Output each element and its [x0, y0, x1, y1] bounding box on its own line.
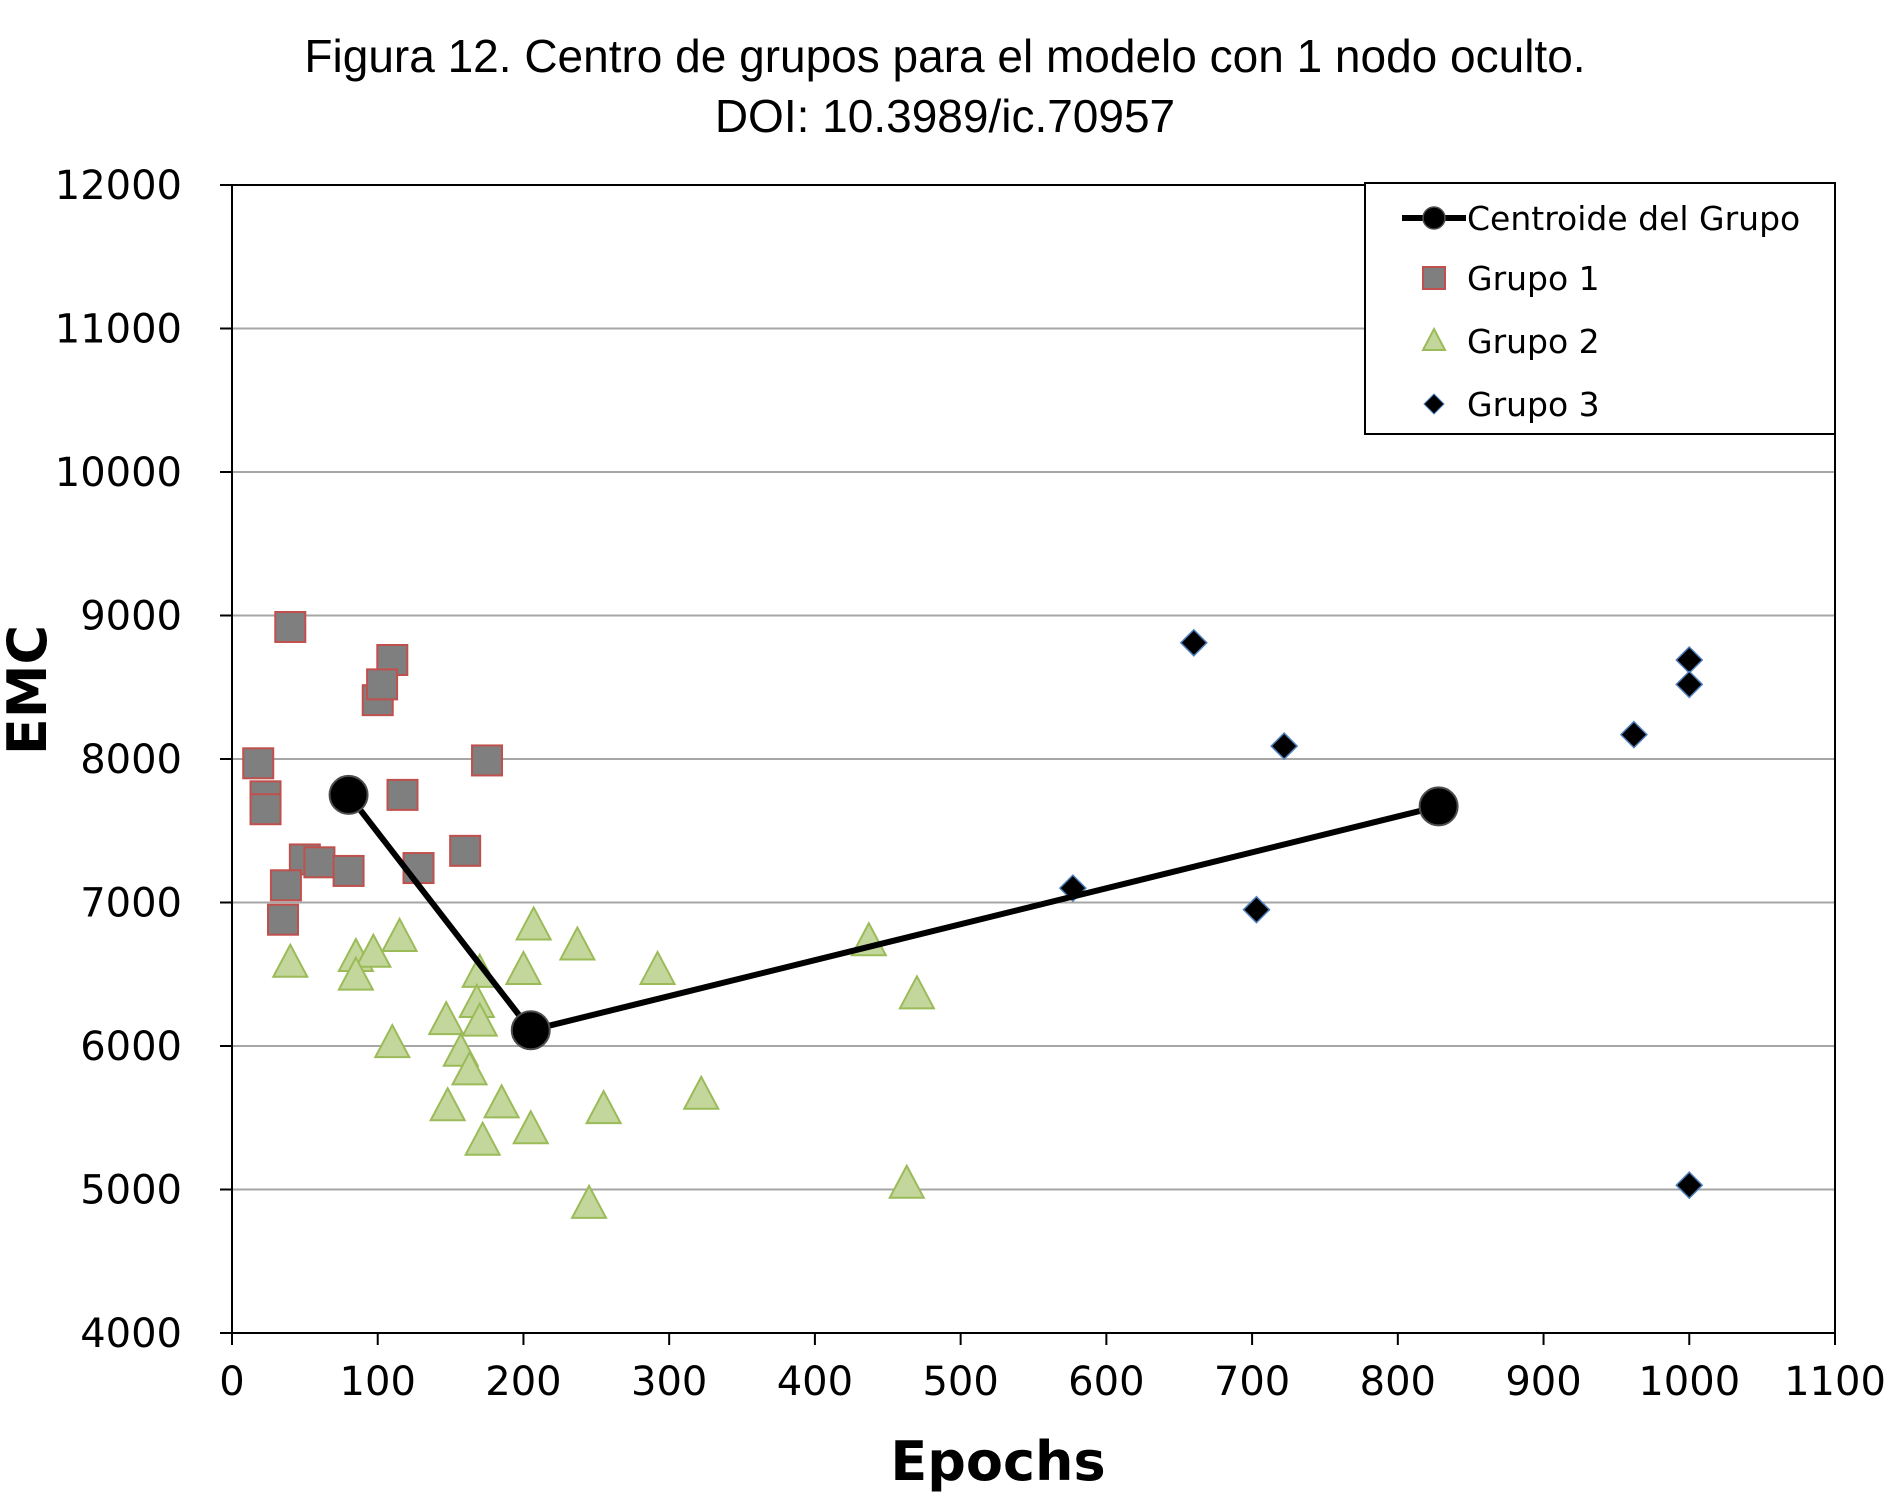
triangle-point — [558, 925, 597, 961]
triangle-point — [512, 1109, 550, 1145]
square-point — [471, 744, 504, 777]
triangle-point — [429, 1086, 467, 1122]
data-series — [242, 610, 1704, 1219]
y-tick-label: 8000 — [80, 737, 182, 783]
square-point — [366, 668, 399, 701]
legend-items: Centroide del Grupo Grupo 1 Grupo 2 Grupo 3 — [1402, 199, 1800, 424]
y-tick-label: 5000 — [80, 1168, 182, 1214]
x-tick-label: 700 — [1214, 1359, 1290, 1405]
diamond-point — [1675, 1171, 1704, 1200]
series-grupo-1 — [242, 610, 504, 936]
square-point — [274, 610, 307, 643]
centroid-point — [328, 774, 369, 815]
square-point — [386, 778, 419, 811]
legend: Centroide del Grupo Grupo 1 Grupo 2 Grupo 3 — [1364, 182, 1836, 435]
legend-label: Centroide del Grupo — [1467, 199, 1800, 238]
triangle-point — [570, 1183, 608, 1219]
y-tick-label: 7000 — [80, 881, 182, 927]
chart-title-line2: DOI: 10.3989/ic.70957 — [715, 90, 1175, 142]
triangle-point — [380, 916, 419, 952]
legend-label: Grupo 2 — [1467, 322, 1600, 361]
square-point — [242, 747, 275, 780]
centroid-line — [346, 793, 1440, 1034]
legend-circle-marker — [1422, 206, 1446, 230]
diamond-point — [1242, 895, 1271, 924]
square-point — [332, 854, 365, 887]
triangle-point — [888, 1163, 926, 1199]
series-centroide-del-grupo — [328, 774, 1459, 1051]
square-point — [303, 846, 336, 879]
triangle-point — [504, 949, 543, 985]
square-point — [449, 834, 482, 867]
series-grupo-3 — [1058, 628, 1704, 1200]
square-point — [269, 869, 302, 902]
x-tick-label: 500 — [922, 1359, 998, 1405]
diamond-point — [1270, 732, 1299, 761]
x-tick-label: 0 — [219, 1359, 244, 1405]
legend-square-marker — [1422, 266, 1446, 290]
y-tick-label: 4000 — [80, 1311, 182, 1357]
x-tick-label: 100 — [340, 1359, 416, 1405]
diamond-point — [1619, 720, 1648, 749]
triangle-point — [463, 1120, 502, 1156]
y-tick-label: 9000 — [80, 594, 182, 640]
y-tick-label: 12000 — [55, 163, 182, 209]
x-axis-label: Epochs — [890, 1430, 1105, 1493]
legend-diamond-marker — [1423, 393, 1445, 415]
triangle-point — [450, 1050, 489, 1086]
y-tick-label: 6000 — [80, 1024, 182, 1070]
x-tick-label: 600 — [1068, 1359, 1144, 1405]
y-tick-label: 10000 — [55, 450, 182, 496]
triangle-point — [898, 974, 936, 1010]
triangle-point — [373, 1022, 411, 1059]
triangle-point — [638, 949, 677, 985]
x-tick-label: 1100 — [1784, 1359, 1886, 1405]
legend-label: Grupo 3 — [1467, 385, 1600, 424]
square-point — [267, 903, 300, 936]
series-grupo-2 — [271, 905, 936, 1219]
square-point — [249, 793, 282, 826]
x-tick-label: 200 — [485, 1359, 561, 1405]
x-tick-label: 800 — [1360, 1359, 1436, 1405]
diamond-point — [1179, 628, 1208, 657]
diamond-point — [1675, 645, 1704, 675]
centroid-point — [510, 1010, 551, 1051]
axis-ticks: 4000 5000 6000 7000 8000 9000 10000 11000 12000 0… — [55, 163, 1886, 1405]
triangle-point — [271, 942, 309, 978]
triangle-point — [427, 1000, 465, 1036]
diamond-point — [1675, 670, 1704, 699]
triangle-point — [337, 955, 375, 991]
triangle-point — [514, 905, 553, 941]
legend-triangle-marker — [1421, 326, 1447, 351]
centroid-point — [1418, 786, 1459, 827]
triangle-point — [482, 1083, 521, 1119]
y-axis-label: EMC — [0, 625, 59, 755]
triangle-point — [461, 1001, 499, 1037]
chart-title-line1: Figura 12. Centro de grupos para el mode… — [304, 30, 1585, 82]
triangle-point — [682, 1074, 720, 1110]
x-tick-label: 400 — [777, 1359, 853, 1405]
x-tick-label: 300 — [631, 1359, 707, 1405]
legend-label: Grupo 1 — [1467, 259, 1600, 298]
triangle-point — [584, 1089, 623, 1125]
x-tick-label: 900 — [1505, 1359, 1581, 1405]
y-tick-label: 11000 — [55, 307, 182, 353]
x-tick-label: 1000 — [1638, 1359, 1740, 1405]
